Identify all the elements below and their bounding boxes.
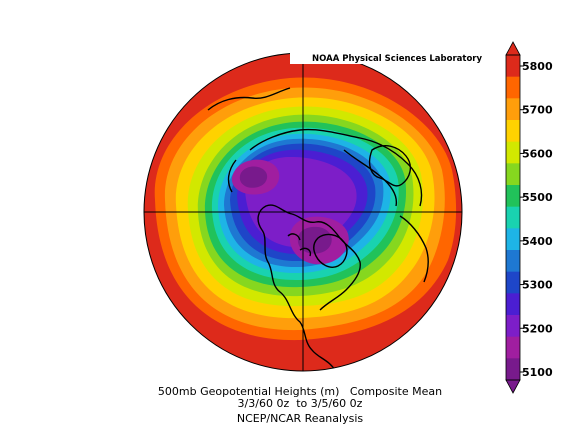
watermark-background (290, 52, 462, 64)
coastline-asia-east (207, 87, 291, 111)
height-contour-5100-east (297, 226, 332, 254)
colorbar-segment (506, 206, 520, 229)
colorbar-segments (506, 55, 520, 381)
colorbar-label: 5400 (522, 235, 553, 248)
colorbar-segment (506, 293, 520, 316)
colorbar-frame (505, 54, 521, 381)
figure-source: NCEP/NCAR Reanalysis (236, 412, 364, 425)
colorbar-segment (506, 228, 520, 251)
colorbar-labels: 5800 5700 5600 5500 5400 5300 5200 5100 (520, 60, 553, 379)
watermark-text: NOAA Physical Sciences Laboratory (312, 54, 482, 64)
coastline-africa (399, 215, 429, 283)
colorbar-segment (506, 315, 520, 338)
coastlines (207, 87, 429, 371)
colorbar-label: 5800 (522, 60, 553, 73)
colorbar-segment (506, 163, 520, 186)
polar-map (144, 53, 462, 371)
colorbar-segment (506, 271, 520, 294)
colorbar-segment (506, 250, 520, 273)
colorbar-segment (506, 120, 520, 143)
colorbar-segment (506, 336, 520, 359)
coastline-greenland (313, 233, 348, 268)
colorbar-label: 5300 (522, 279, 553, 292)
colorbar-label: 5600 (522, 147, 553, 160)
coastline-arctic-islands (287, 233, 312, 257)
height-contour-5100-west (239, 166, 268, 188)
colorbar-segment (506, 141, 520, 164)
figure-title: 500mb Geopotential Heights (m) Composite… (157, 385, 443, 398)
figure-date-range: 3/3/60 0z to 3/5/60 0z (237, 397, 363, 410)
colorbar-segment (506, 358, 520, 381)
colorbar-segment (506, 185, 520, 208)
colorbar-segment (506, 76, 520, 99)
colorbar-segment (506, 55, 520, 78)
colorbar-segment (506, 98, 520, 121)
colorbar-label: 5200 (522, 322, 553, 335)
colorbar-label: 5500 (522, 191, 553, 204)
colorbar-top-arrow (505, 41, 521, 56)
coastline-europe (368, 145, 412, 187)
coastline-eurasia (227, 128, 423, 207)
colorbar-label: 5700 (522, 104, 553, 117)
coastline-north-america (257, 204, 361, 371)
colorbar-label: 5100 (522, 366, 553, 379)
colorbar: 5800 5700 5600 5500 5400 5300 5200 5100 (505, 41, 553, 394)
